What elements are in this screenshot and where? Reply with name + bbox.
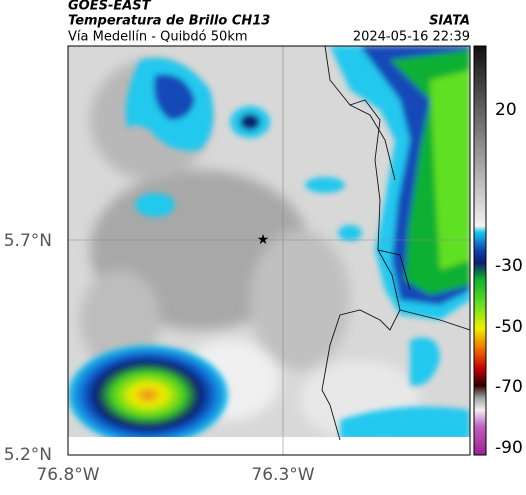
svg-text:★: ★	[257, 232, 270, 248]
source: SIATA	[429, 14, 470, 29]
title: GOES-EAST	[68, 0, 152, 14]
location: Vía Medellín - Quibdó 50km	[68, 30, 248, 45]
datetime: 2024-05-16 22:39	[353, 30, 470, 45]
y-tick-label: 5.7°N	[4, 231, 52, 251]
colorbar	[473, 45, 487, 456]
colorbar-tick-label: -90	[495, 438, 523, 458]
x-tick-label: 76.8°W	[36, 465, 99, 485]
map-frame	[67, 45, 471, 456]
colorbar-tick-label: -70	[495, 377, 523, 397]
satellite-image: ★	[68, 46, 470, 455]
colorbar-tick-label: -30	[495, 256, 523, 276]
y-tick-label: 5.2°N	[4, 445, 52, 465]
colorbar-tick-label: -50	[495, 317, 523, 337]
subtitle: Temperatura de Brillo CH13	[68, 14, 270, 29]
x-tick-label: 76.3°W	[251, 465, 314, 485]
colorbar-tick-label: 20	[495, 100, 517, 120]
